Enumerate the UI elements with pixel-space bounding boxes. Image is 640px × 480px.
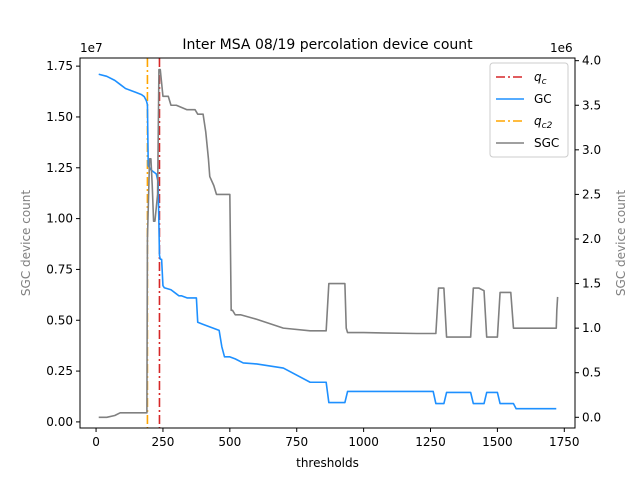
x-tick-label: 1750 [549,435,580,449]
plot-area [98,58,559,428]
legend-label-qc: qc [534,70,547,87]
right-axis-offset: 1e6 [550,41,573,55]
x-tick-label: 0 [92,435,100,449]
right-y-tick-label: 1.0 [582,321,601,335]
series-line-gc [98,73,557,410]
x-axis-title: thresholds [296,456,359,470]
right-y-tick-label: 0.0 [582,410,601,424]
left-y-tick-label: 0.00 [46,415,73,429]
x-tick-label: 1250 [415,435,446,449]
right-y-tick-label: 2.0 [582,232,601,246]
legend-label-sgc: SGC [534,136,559,150]
series-line-sgc [98,68,559,419]
legend-label-qc2: qc2 [534,114,553,131]
legend-label-gc: GC [534,92,552,106]
left-y-tick-label: 1.00 [46,212,73,226]
left-y-tick-label: 1.25 [46,161,73,175]
legend-box [489,62,569,158]
left-axis-offset: 1e7 [80,41,103,55]
x-tick-label: 250 [151,435,174,449]
left-y-tick-label: 0.50 [46,313,73,327]
plot-series-group [98,58,559,428]
right-axis-title: SGC device count [614,190,628,296]
left-y-tick-label: 0.25 [46,364,73,378]
plot-frame [79,57,576,429]
chart-title: Inter MSA 08/19 percolation device count [182,37,473,53]
x-tick-label: 500 [218,435,241,449]
left-axis-title: SGC device count [19,190,33,296]
legend: qc GC qc2 SGC [489,62,569,158]
x-tick-label: 750 [285,435,308,449]
right-y-tick-label: 0.5 [582,366,601,380]
left-y-tick-label: 1.50 [46,110,73,124]
x-tick-label: 1500 [482,435,513,449]
axes: 0 250 500 750 1000 1250 1500 1750 0.00 0.25 0.50 0.… [46,54,601,449]
right-y-tick-label: 4.0 [582,54,601,68]
right-y-tick-label: 1.5 [582,277,601,291]
left-y-tick-label: 0.75 [46,262,73,276]
left-y-tick-label: 1.75 [46,59,73,73]
right-y-tick-label: 3.0 [582,143,601,157]
right-y-tick-label: 2.5 [582,187,601,201]
x-tick-label: 1000 [348,435,379,449]
right-y-tick-label: 3.5 [582,98,601,112]
